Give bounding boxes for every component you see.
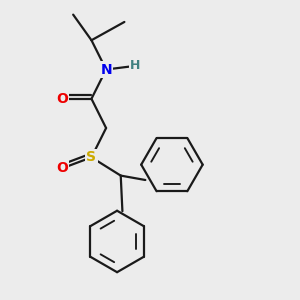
Text: S: S [86, 150, 97, 164]
Text: O: O [56, 92, 68, 106]
Text: O: O [56, 161, 68, 175]
Text: H: H [130, 59, 141, 72]
Text: N: N [100, 62, 112, 76]
